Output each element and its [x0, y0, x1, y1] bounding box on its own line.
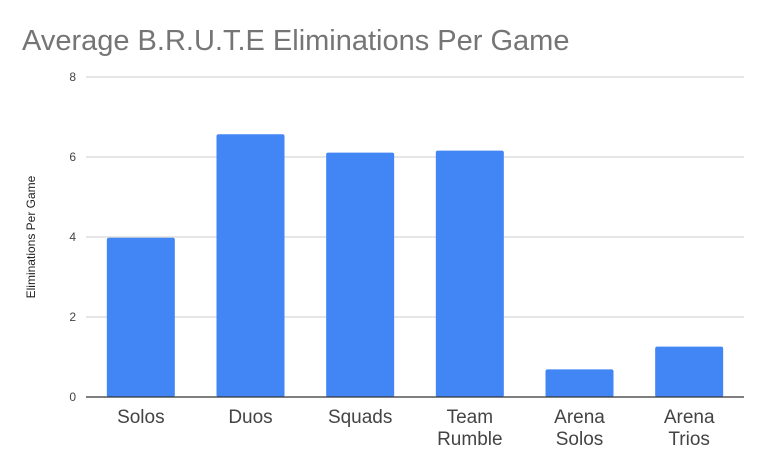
bar [435, 150, 504, 397]
x-tick-label-line: Arena [554, 407, 605, 428]
x-tick-label-line: Team [447, 407, 493, 428]
x-tick-label-line: Squads [328, 407, 392, 428]
x-tick-label-line: Solos [117, 407, 165, 428]
x-tick-label-line: Arena [664, 407, 715, 428]
y-tick-label: 4 [69, 230, 76, 244]
bar [545, 369, 614, 397]
x-tick-label-line: Trios [668, 429, 710, 450]
x-tick-label: Duos [228, 407, 272, 428]
gridlines [86, 76, 744, 318]
x-tick-label: Arena Solos [554, 407, 605, 450]
y-tick-label: 8 [69, 70, 76, 84]
y-tick-label: 6 [69, 150, 76, 164]
bar [326, 152, 395, 397]
x-tick-label-line: Rumble [437, 429, 502, 450]
y-tick-label: 2 [69, 310, 76, 324]
x-tick-label-line: Duos [228, 407, 272, 428]
y-tick-label: 0 [69, 390, 76, 404]
y-axis-label: Eliminations Per Game [24, 175, 38, 298]
bars [106, 134, 724, 397]
y-axis-ticks: 0 2 4 6 8 [69, 70, 76, 404]
x-tick-label: Squads [328, 407, 392, 428]
bar [216, 134, 285, 397]
bar [655, 346, 724, 397]
x-tick-label: Solos [117, 407, 165, 428]
chart-title: Average B.R.U.T.E Eliminations Per Game [22, 25, 569, 57]
x-tick-label-line: Solos [556, 429, 604, 450]
bar [106, 237, 175, 397]
x-tick-label: Arena Trios [664, 407, 715, 450]
x-tick-label: Team Rumble [437, 407, 502, 450]
